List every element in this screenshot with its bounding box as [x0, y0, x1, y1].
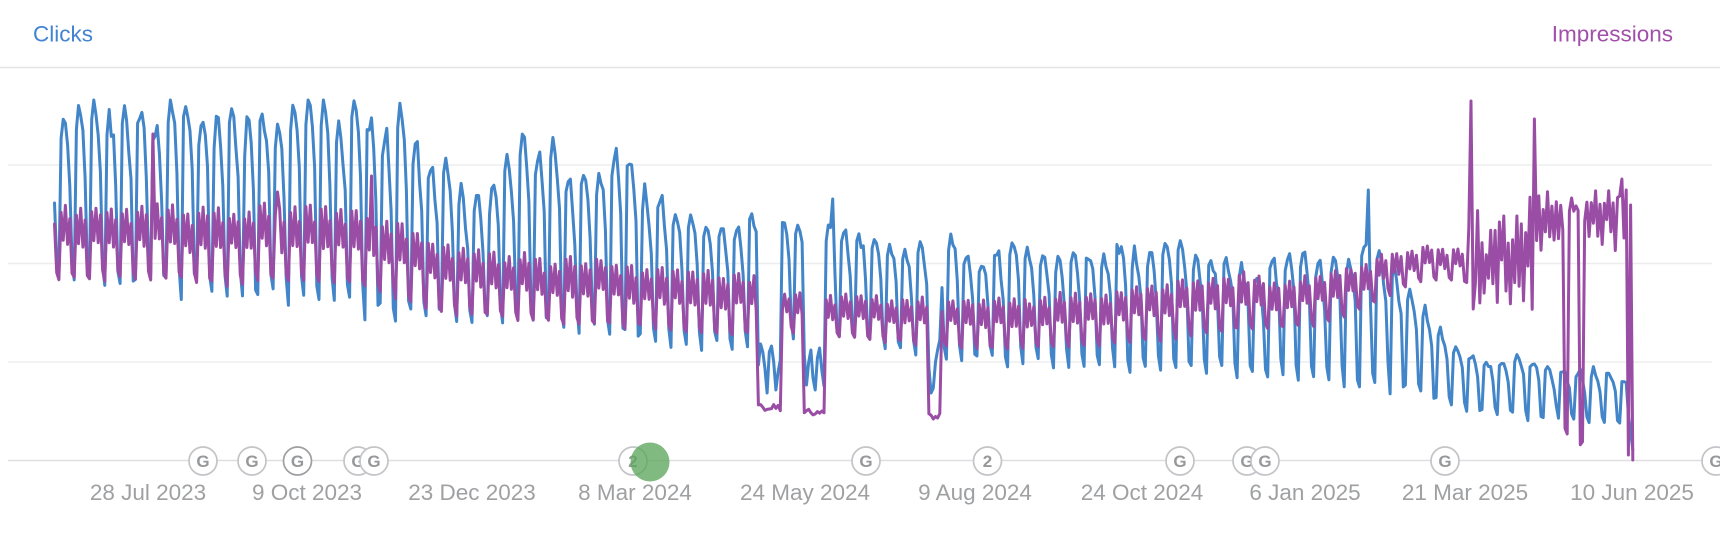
svg-text:G: G: [291, 452, 304, 471]
svg-text:G: G: [367, 452, 380, 471]
svg-text:G: G: [1709, 452, 1720, 471]
svg-text:10 Jun 2025: 10 Jun 2025: [1570, 480, 1694, 505]
svg-text:9 Aug 2024: 9 Aug 2024: [918, 480, 1032, 505]
svg-text:G: G: [1258, 452, 1271, 471]
svg-text:G: G: [245, 452, 258, 471]
svg-text:G: G: [1173, 452, 1186, 471]
svg-text:2: 2: [983, 452, 992, 471]
svg-text:G: G: [196, 452, 209, 471]
svg-text:8 Mar 2024: 8 Mar 2024: [578, 480, 692, 505]
svg-text:G: G: [859, 452, 872, 471]
svg-text:9 Oct 2023: 9 Oct 2023: [252, 480, 362, 505]
svg-text:23 Dec 2023: 23 Dec 2023: [408, 480, 536, 505]
svg-text:24 May 2024: 24 May 2024: [740, 480, 870, 505]
svg-text:Clicks: Clicks: [33, 22, 93, 47]
svg-text:24 Oct 2024: 24 Oct 2024: [1081, 480, 1204, 505]
svg-text:21 Mar 2025: 21 Mar 2025: [1402, 480, 1528, 505]
svg-text:G: G: [1438, 452, 1451, 471]
svg-text:6 Jan 2025: 6 Jan 2025: [1249, 480, 1360, 505]
svg-text:28 Jul 2023: 28 Jul 2023: [90, 480, 206, 505]
svg-text:G: G: [1240, 452, 1253, 471]
svg-text:Impressions: Impressions: [1552, 22, 1673, 47]
